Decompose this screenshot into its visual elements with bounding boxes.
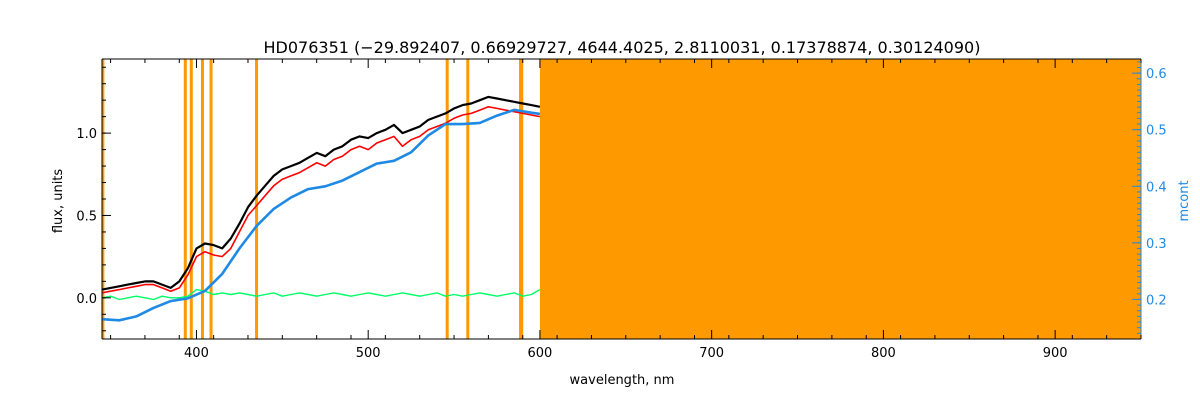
x-tick-label: 400 [184, 346, 209, 361]
y-tick-label: 1.0 [76, 127, 97, 142]
masked-region [539, 59, 1141, 339]
y-axis-label: flux, units [51, 169, 66, 234]
y2-axis-label: mcont [1177, 180, 1192, 221]
x-tick-label: 700 [699, 346, 724, 361]
x-tick-label: 600 [528, 346, 553, 361]
y2-tick-label: 0.4 [1146, 180, 1167, 195]
continuum-series-line [102, 108, 541, 322]
x-tick-label: 800 [871, 346, 896, 361]
y2-tick-label: 0.2 [1146, 293, 1167, 308]
x-tick-label: 900 [1043, 346, 1068, 361]
axes-layer: 400 500 600 700 800 900 0.0 0.5 1.0 0.2 0.3 0.4 0.5 0… [76, 58, 1167, 361]
series-layer [102, 95, 541, 322]
chart-title: HD076351 (−29.892407, 0.66929727, 4644.4… [264, 38, 981, 57]
observed-series-line [102, 95, 541, 291]
y2-tick-label: 0.3 [1146, 237, 1167, 252]
y-tick-label: 0.5 [76, 209, 97, 224]
y2-tick-label: 0.5 [1146, 124, 1167, 139]
y2-tick-label: 0.6 [1146, 67, 1167, 82]
residual-series-line [102, 288, 541, 301]
y-tick-label: 0.0 [76, 292, 97, 307]
x-tick-label: 500 [356, 346, 381, 361]
x-axis-label: wavelength, nm [570, 373, 675, 388]
masked-region-layer [102, 59, 1141, 339]
model-series-line [102, 106, 541, 294]
